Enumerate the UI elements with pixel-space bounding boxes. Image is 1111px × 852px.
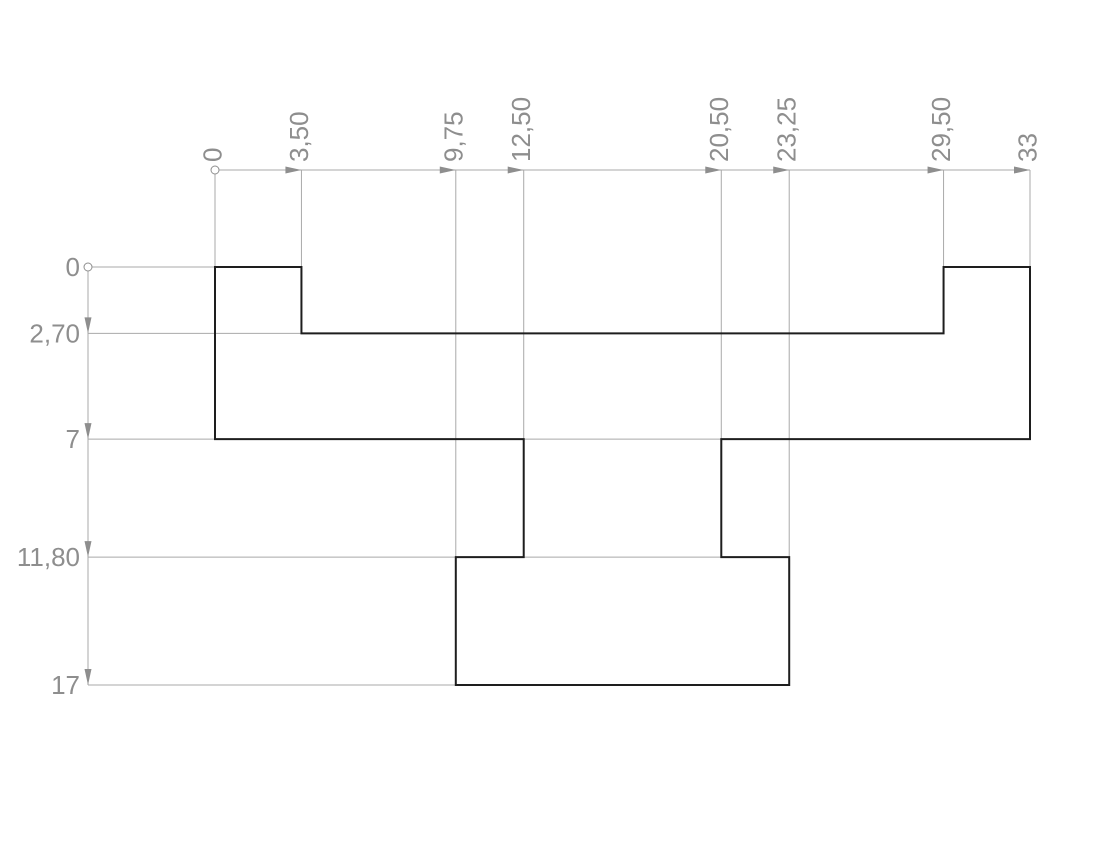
- top-dimension-label: 9,75: [438, 111, 468, 162]
- arrowhead-right-icon: [507, 166, 524, 174]
- left-dimension-label: 0: [66, 252, 80, 282]
- origin-marker-icon: [83, 262, 93, 272]
- left-dimension-label: 2,70: [29, 318, 80, 348]
- arrowhead-right-icon: [927, 166, 944, 174]
- top-dimension-label: 3,50: [284, 111, 314, 162]
- left-dimension-label: 7: [66, 424, 80, 454]
- top-dimension-label: 20,50: [704, 97, 734, 162]
- arrowhead-right-icon: [439, 166, 456, 174]
- arrowhead-down-icon: [84, 317, 92, 334]
- top-dimension-label: 23,25: [772, 97, 802, 162]
- arrowhead-right-icon: [1014, 166, 1031, 174]
- arrowhead-down-icon: [84, 541, 92, 558]
- arrowhead-down-icon: [84, 668, 92, 685]
- profile-outline: [214, 266, 1032, 686]
- left-dimension-label: 17: [51, 670, 80, 700]
- top-dimension-label: 33: [1013, 133, 1043, 162]
- top-dimension-label: 29,50: [926, 97, 956, 162]
- arrowhead-down-icon: [84, 423, 92, 440]
- top-dimension-label: 12,50: [506, 97, 536, 162]
- top-dimension-label: 0: [198, 148, 228, 162]
- arrowhead-right-icon: [773, 166, 790, 174]
- origin-marker-icon: [210, 165, 220, 175]
- arrowhead-right-icon: [285, 166, 302, 174]
- left-dimension-label: 11,80: [17, 542, 80, 572]
- arrowhead-right-icon: [705, 166, 722, 174]
